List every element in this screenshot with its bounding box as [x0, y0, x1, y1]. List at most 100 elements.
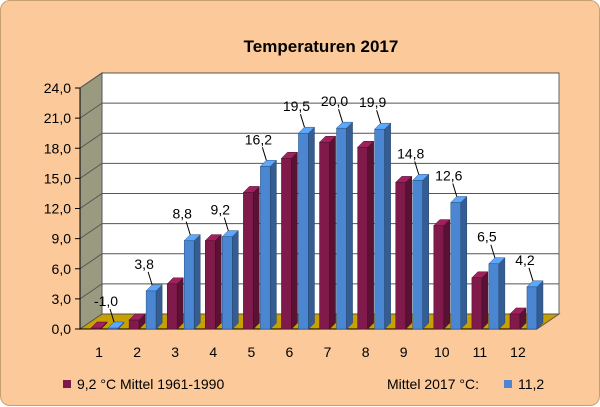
bar-2017-4-top	[221, 230, 239, 237]
data-label-leader-7	[338, 109, 344, 123]
bar-mean-1961-1990-2-front	[128, 319, 140, 330]
bar-2017-8-top	[374, 122, 392, 130]
bar-mean-1961-1990-12-top	[509, 307, 527, 315]
data-label-leader-3	[185, 221, 191, 235]
bar-2017-12-top	[526, 280, 544, 288]
bar-2017-1-top	[107, 321, 125, 329]
bar-2017-5-top	[259, 160, 277, 167]
legend-label-series-2: 11,2	[518, 376, 544, 392]
bar-mean-1961-1990-4-front	[205, 240, 216, 330]
bar-2017-6-front	[298, 132, 309, 330]
y-tick-label: 15,0	[44, 170, 71, 186]
bar-2017-10-front	[450, 202, 462, 330]
y-tick-label: 0,0	[52, 321, 72, 337]
bar-2017-10-top	[450, 196, 468, 203]
gridline-side	[79, 162, 103, 179]
gridline-side	[79, 72, 103, 89]
bar-mean-1961-1990-1-top	[90, 321, 108, 329]
x-tick-label: 12	[510, 344, 526, 360]
data-label-leader-4	[223, 217, 229, 231]
y-tick-label: 12,0	[44, 201, 71, 217]
bar-mean-1961-1990-8-side	[367, 140, 374, 330]
x-tick-label: 7	[324, 344, 332, 360]
bar-2017-5-side	[270, 159, 277, 330]
bar-2017-7-top	[335, 121, 354, 129]
gridline-side	[79, 132, 103, 149]
bar-mean-1961-1990-2-top	[128, 313, 146, 321]
bar-2017-7-side	[346, 121, 353, 330]
data-label-leader-6	[299, 114, 305, 128]
x-tick-label: 3	[171, 344, 179, 360]
data-label-leader-10	[452, 183, 458, 197]
bar-2017-6-top	[297, 126, 316, 134]
x-tick-label: 9	[400, 344, 408, 360]
bar-mean-1961-1990-7-side	[329, 135, 336, 330]
bar-2017-3-front	[183, 240, 195, 330]
bar-2017-4-side	[232, 230, 239, 330]
legend-label-series-1: 9,2 °C Mittel 1961-1990	[77, 376, 224, 392]
data-label-leader-2	[147, 271, 153, 285]
bar-2017-11-front	[488, 263, 500, 330]
data-label-2017-11: 6,5	[477, 229, 497, 245]
x-tick-label: 6	[286, 344, 294, 360]
data-label-leader-9	[414, 161, 420, 175]
bar-mean-1961-1990-6-front	[281, 158, 292, 330]
bar-2017-3-top	[183, 234, 201, 241]
bar-mean-1961-1990-8-top	[357, 140, 375, 148]
bar-mean-1961-1990-11-side	[481, 271, 489, 330]
bar-2017-12-front	[526, 286, 538, 330]
data-label-2017-5: 16,2	[245, 131, 272, 147]
bar-mean-1961-1990-10-top	[433, 219, 451, 226]
data-label-2017-9: 14,8	[397, 145, 424, 161]
chart-title: Temperaturen 2017	[244, 37, 399, 56]
bar-2017-6-side	[308, 126, 315, 330]
y-tick-label: 21,0	[44, 110, 71, 126]
x-tick-label: 1	[95, 344, 103, 360]
bar-2017-9-side	[422, 173, 429, 330]
data-label-2017-6: 19,5	[283, 98, 310, 114]
data-label-leader-1	[109, 308, 115, 323]
data-label-2017-8: 19,9	[359, 94, 386, 110]
bar-mean-1961-1990-11-top	[471, 271, 489, 279]
bar-mean-1961-1990-3-top	[166, 277, 184, 285]
bar-mean-1961-1990-5-top	[242, 186, 260, 193]
gridline-side	[79, 193, 103, 209]
bar-mean-1961-1990-9-side	[405, 175, 412, 330]
bar-2017-9-front	[412, 180, 423, 330]
plot-area: 0,03,06,09,012,015,018,021,024,01 2 3 4 5 6 7 8…	[44, 72, 561, 360]
gridline-side	[79, 283, 103, 300]
data-label-2017-10: 12,6	[435, 167, 462, 183]
bar-mean-1961-1990-11-front	[471, 277, 483, 330]
bar-2017-8-front	[374, 128, 385, 330]
bar-mean-1961-1990-7-front	[319, 141, 330, 330]
data-label-leader-12	[528, 267, 534, 281]
bar-2017-4-front	[222, 236, 233, 330]
data-label-2017-3: 8,8	[172, 206, 192, 222]
bar-2017-3-side	[193, 234, 201, 330]
data-label-2017-2: 3,8	[134, 256, 154, 272]
bar-mean-1961-1990-9-top	[395, 176, 413, 183]
bar-2017-2-front	[145, 290, 157, 330]
y-tick-label: 24,0	[44, 80, 71, 96]
bar-mean-1961-1990-7-top	[318, 135, 337, 143]
bar-2017-5-front	[260, 166, 271, 330]
bar-mean-1961-1990-6-side	[291, 151, 298, 330]
y-tick-label: 6,0	[52, 261, 72, 277]
x-tick-label: 2	[133, 344, 141, 360]
gridline-side	[79, 102, 103, 119]
data-label-leader-8	[376, 110, 382, 124]
bar-mean-1961-1990-8-front	[357, 146, 368, 330]
legend-label-mean-2017: Mittel 2017 °C:	[387, 376, 479, 392]
x-tick-label: 8	[362, 344, 370, 360]
x-tick-label: 10	[434, 344, 450, 360]
bar-2017-10-side	[460, 195, 468, 330]
y-tick-label: 18,0	[44, 140, 71, 156]
bar-2017-11-top	[488, 257, 506, 264]
x-tick-label: 4	[209, 344, 217, 360]
bar-2017-7-front	[336, 127, 347, 330]
gridline-side	[79, 223, 103, 240]
bar-mean-1961-1990-5-side	[253, 185, 260, 330]
gridline-side	[79, 253, 103, 270]
